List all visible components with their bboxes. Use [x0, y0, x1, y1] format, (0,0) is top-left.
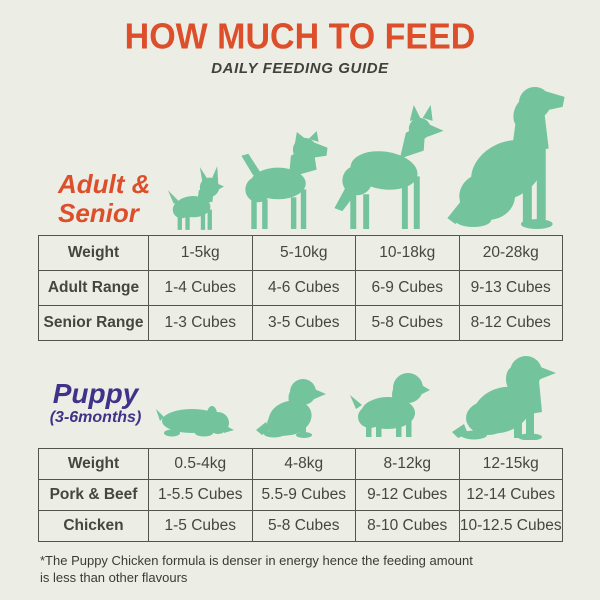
row-label-cell: Adult Range	[38, 270, 149, 306]
golden-retriever-silhouette-icon	[445, 83, 565, 235]
value-cell: 8-12 Cubes	[458, 305, 563, 341]
row-label-cell: Pork & Beef	[38, 479, 149, 511]
header-cell: 10-18kg	[355, 235, 460, 271]
value-cell: 9-12 Cubes	[355, 479, 460, 511]
value-cell: 5-8 Cubes	[355, 305, 460, 341]
puppy-label-line1: Puppy	[52, 378, 139, 409]
value-cell: 3-5 Cubes	[251, 305, 356, 341]
header-cell: 12-15kg	[458, 448, 563, 480]
footnote: *The Puppy Chicken formula is denser in …	[40, 552, 560, 586]
value-cell: 5-8 Cubes	[251, 510, 356, 542]
value-cell: 4-6 Cubes	[251, 270, 356, 306]
value-cell: 1-5 Cubes	[148, 510, 253, 542]
table-header-row: Weight 1-5kg 5-10kg 10-18kg 20-28kg	[38, 235, 563, 271]
table-header-row: Weight 0.5-4kg 4-8kg 8-12kg 12-15kg	[38, 448, 563, 480]
table-row: Senior Range 1-3 Cubes 3-5 Cubes 5-8 Cub…	[38, 305, 563, 341]
puppy-section-label: Puppy (3-6months)	[38, 380, 153, 429]
value-cell: 10-12.5 Cubes	[458, 510, 563, 542]
newborn-puppy-silhouette-icon	[156, 399, 234, 442]
header-cell: 0.5-4kg	[148, 448, 253, 480]
adult-label-line1: Adult &	[58, 169, 151, 199]
value-cell: 12-14 Cubes	[458, 479, 563, 511]
header-cell: 1-5kg	[148, 235, 253, 271]
value-cell: 1-3 Cubes	[148, 305, 253, 341]
adult-senior-section-label: Adult & Senior	[58, 169, 151, 229]
puppy-label-line2: (3-6months)	[49, 409, 142, 426]
terrier-silhouette-icon	[233, 128, 328, 235]
page-subtitle: DAILY FEEDING GUIDE	[211, 60, 389, 77]
table-row: Pork & Beef 1-5.5 Cubes 5.5-9 Cubes 9-12…	[38, 479, 563, 511]
table-row: Chicken 1-5 Cubes 5-8 Cubes 8-10 Cubes 1…	[38, 510, 563, 542]
sitting-puppy-silhouette-icon	[256, 378, 328, 443]
puppy-feeding-table: Weight 0.5-4kg 4-8kg 8-12kg 12-15kg Pork…	[38, 448, 563, 542]
header-cell: Weight	[38, 448, 149, 480]
value-cell: 6-9 Cubes	[355, 270, 460, 306]
german-shepherd-silhouette-icon	[330, 105, 444, 235]
footnote-line2: is less than other flavours	[40, 570, 188, 586]
header-cell: 8-12kg	[355, 448, 460, 480]
page-title: HOW MUCH TO FEED	[124, 17, 476, 57]
row-label-cell: Senior Range	[38, 305, 149, 341]
header-cell: 4-8kg	[251, 448, 356, 480]
chihuahua-silhouette-icon	[166, 163, 224, 236]
adult-senior-feeding-table: Weight 1-5kg 5-10kg 10-18kg 20-28kg Adul…	[38, 235, 563, 341]
header-cell: 5-10kg	[251, 235, 356, 271]
adult-label-line2: Senior	[58, 198, 139, 229]
value-cell: 5.5-9 Cubes	[251, 479, 356, 511]
standing-puppy-silhouette-icon	[348, 371, 430, 442]
value-cell: 1-5.5 Cubes	[148, 479, 253, 511]
header-cell: Weight	[38, 235, 149, 271]
value-cell: 8-10 Cubes	[355, 510, 460, 542]
row-label-cell: Chicken	[38, 510, 149, 542]
table-row: Adult Range 1-4 Cubes 4-6 Cubes 6-9 Cube…	[38, 270, 563, 306]
header-cell: 20-28kg	[458, 235, 563, 271]
footnote-line1: *The Puppy Chicken formula is denser in …	[40, 553, 473, 568]
value-cell: 9-13 Cubes	[458, 270, 563, 306]
value-cell: 1-4 Cubes	[148, 270, 253, 306]
young-dog-silhouette-icon	[452, 356, 557, 445]
